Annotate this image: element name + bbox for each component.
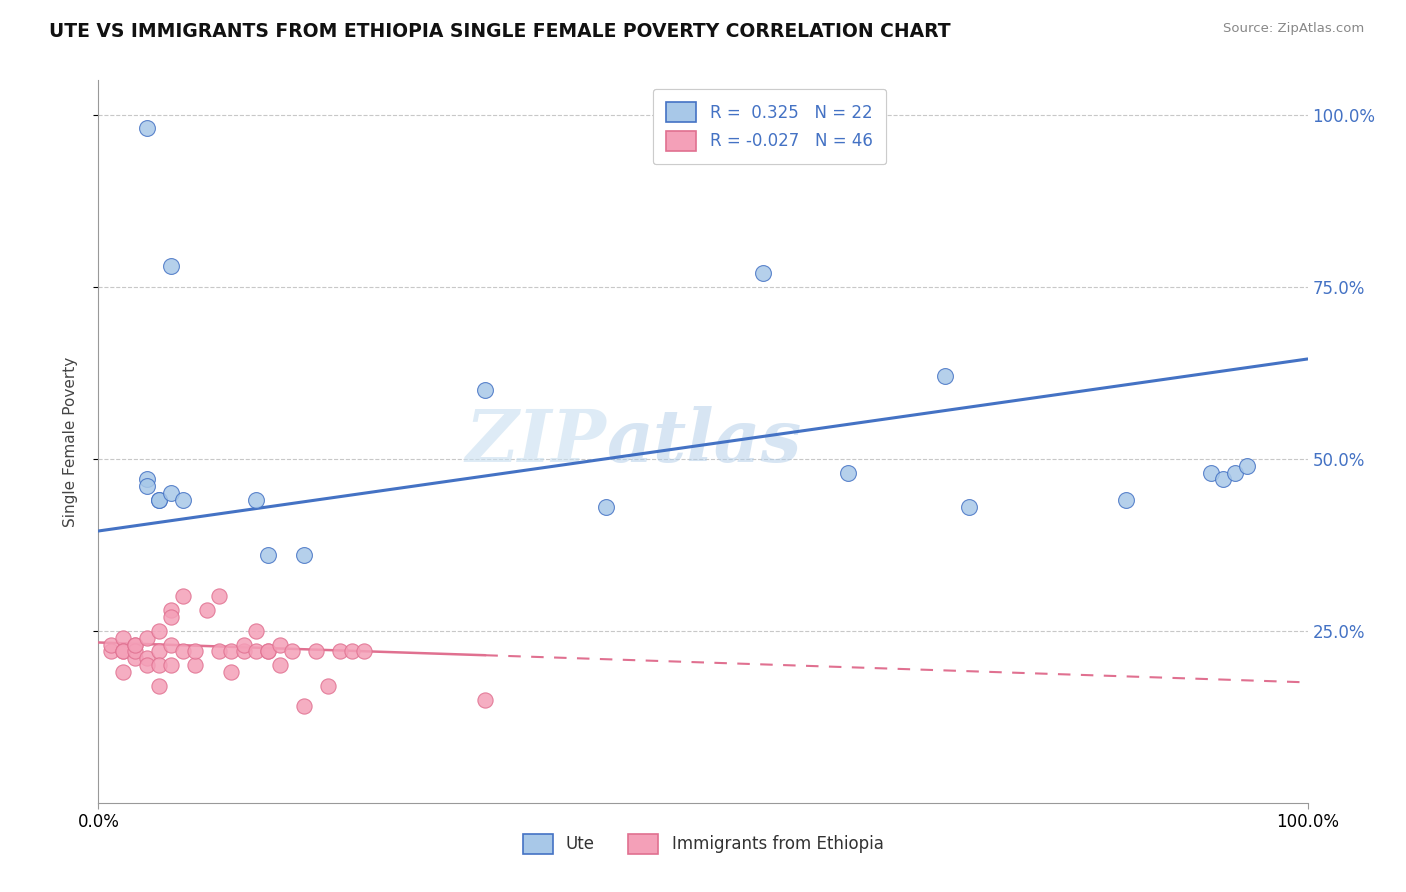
Point <box>135 472 157 486</box>
Point <box>148 644 170 658</box>
Point <box>208 644 231 658</box>
Point <box>292 548 315 562</box>
Point <box>111 665 134 679</box>
Point <box>100 644 122 658</box>
Point <box>232 644 254 658</box>
Point <box>148 493 170 508</box>
Point <box>135 631 157 645</box>
Point <box>837 466 859 480</box>
Point <box>148 658 170 673</box>
Point <box>269 638 291 652</box>
Point <box>208 590 231 604</box>
Point <box>124 651 146 665</box>
Point <box>124 644 146 658</box>
Point <box>111 644 134 658</box>
Legend: R =  0.325   N = 22, R = -0.027   N = 46: R = 0.325 N = 22, R = -0.027 N = 46 <box>652 88 886 164</box>
Text: UTE VS IMMIGRANTS FROM ETHIOPIA SINGLE FEMALE POVERTY CORRELATION CHART: UTE VS IMMIGRANTS FROM ETHIOPIA SINGLE F… <box>49 22 950 41</box>
Point <box>292 699 315 714</box>
Point <box>111 631 134 645</box>
Text: atlas: atlas <box>606 406 801 477</box>
Point <box>1236 458 1258 473</box>
Point <box>245 644 267 658</box>
Point <box>595 500 617 514</box>
Point <box>195 603 218 617</box>
Point <box>957 500 980 514</box>
Point <box>172 493 194 508</box>
Point <box>124 638 146 652</box>
Point <box>353 644 375 658</box>
Point <box>269 658 291 673</box>
Point <box>148 493 170 508</box>
Point <box>135 121 157 136</box>
Point <box>160 486 183 500</box>
Y-axis label: Single Female Poverty: Single Female Poverty <box>63 357 77 526</box>
Legend: Ute, Immigrants from Ethiopia: Ute, Immigrants from Ethiopia <box>510 822 896 866</box>
Point <box>256 644 278 658</box>
Point <box>245 493 267 508</box>
Point <box>184 644 207 658</box>
Point <box>148 679 170 693</box>
Point <box>474 383 496 397</box>
Point <box>1199 466 1222 480</box>
Point <box>124 638 146 652</box>
Point <box>1212 472 1234 486</box>
Point <box>100 638 122 652</box>
Point <box>1223 466 1246 480</box>
Text: ZIP: ZIP <box>465 406 606 477</box>
Point <box>232 638 254 652</box>
Point <box>111 644 134 658</box>
Point <box>329 644 352 658</box>
Point <box>148 624 170 638</box>
Point <box>316 679 339 693</box>
Point <box>160 610 183 624</box>
Point <box>934 369 956 384</box>
Point <box>1115 493 1137 508</box>
Point <box>172 590 194 604</box>
Point <box>474 692 496 706</box>
Point <box>256 548 278 562</box>
Point <box>221 665 243 679</box>
Point <box>256 644 278 658</box>
Point <box>135 658 157 673</box>
Point <box>172 644 194 658</box>
Point <box>184 658 207 673</box>
Point <box>160 658 183 673</box>
Point <box>305 644 328 658</box>
Point <box>221 644 243 658</box>
Point <box>135 479 157 493</box>
Point <box>281 644 304 658</box>
Point <box>752 266 775 280</box>
Point <box>342 644 364 658</box>
Point <box>135 651 157 665</box>
Point <box>160 259 183 273</box>
Point <box>160 638 183 652</box>
Point <box>245 624 267 638</box>
Point <box>160 603 183 617</box>
Text: Source: ZipAtlas.com: Source: ZipAtlas.com <box>1223 22 1364 36</box>
